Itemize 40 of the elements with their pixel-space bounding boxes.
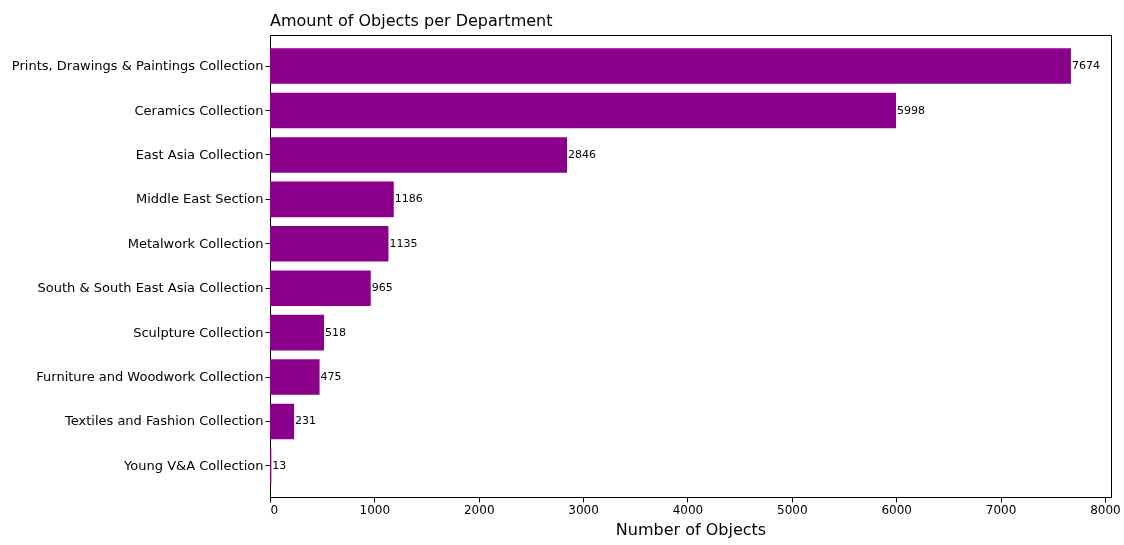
x-tick-label: 7000 xyxy=(985,502,1017,517)
data-label: 2846 xyxy=(568,147,597,161)
y-tick-label: East Asia Collection xyxy=(135,146,264,162)
bar xyxy=(270,314,325,351)
data-label: 475 xyxy=(320,370,342,384)
bar xyxy=(270,403,295,440)
bar xyxy=(270,270,371,306)
x-tick-label: 4000 xyxy=(672,502,704,517)
x-axis-title: Number of Objects xyxy=(615,519,767,539)
y-tick-label: Ceramics Collection xyxy=(134,102,264,118)
x-tick-label: 2000 xyxy=(463,502,495,517)
data-label: 965 xyxy=(371,281,393,295)
chart-title: Amount of Objects per Department xyxy=(270,11,553,30)
data-label: 5998 xyxy=(897,103,925,117)
data-label: 1186 xyxy=(394,192,423,206)
data-label: 231 xyxy=(295,414,317,428)
bar xyxy=(270,137,568,173)
y-tick-label: Young V&A Collection xyxy=(123,457,264,473)
x-tick-label: 0 xyxy=(270,502,279,517)
data-label: 1135 xyxy=(389,236,418,250)
bar xyxy=(270,92,896,129)
x-tick-label: 6000 xyxy=(881,502,912,517)
x-tick-label: 5000 xyxy=(777,502,808,517)
x-tick-label: 8000 xyxy=(1090,502,1121,517)
x-tick-label: 1000 xyxy=(359,502,391,517)
y-tick-label: Metalwork Collection xyxy=(127,235,264,251)
x-tick-label: 3000 xyxy=(568,502,599,517)
y-tick-label: Middle East Section xyxy=(135,191,264,207)
bar xyxy=(270,48,1071,84)
data-label: 7674 xyxy=(1071,59,1100,73)
data-label: 13 xyxy=(272,458,287,472)
data-label: 518 xyxy=(325,325,347,339)
bar xyxy=(270,181,394,218)
y-tick-label: Sculpture Collection xyxy=(133,324,264,340)
y-tick-label: Furniture and Woodwork Collection xyxy=(36,369,264,385)
y-tick-label: South & South East Asia Collection xyxy=(37,280,264,296)
y-tick-label: Prints, Drawings & Paintings Collection xyxy=(11,58,264,74)
y-tick-label: Textiles and Fashion Collection xyxy=(63,413,264,429)
bar xyxy=(270,226,389,262)
bar xyxy=(270,359,320,395)
